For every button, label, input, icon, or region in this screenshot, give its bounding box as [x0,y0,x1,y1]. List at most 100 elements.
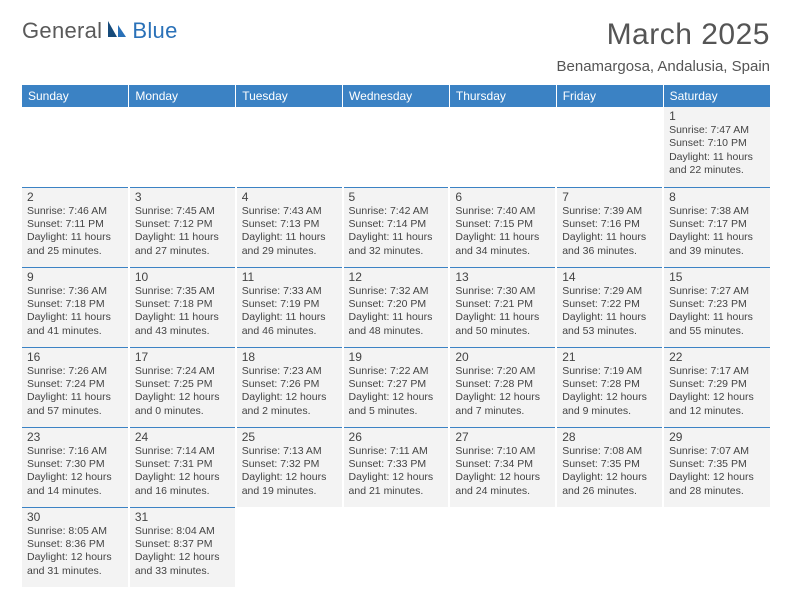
logo: General Blue [22,18,178,44]
day-info: Sunrise: 7:36 AMSunset: 7:18 PMDaylight:… [27,285,123,339]
calendar-row: 9Sunrise: 7:36 AMSunset: 7:18 PMDaylight… [22,267,770,347]
calendar-table: Sunday Monday Tuesday Wednesday Thursday… [22,85,770,587]
day-info: Sunrise: 7:13 AMSunset: 7:32 PMDaylight:… [242,445,337,499]
day-info: Sunrise: 7:40 AMSunset: 7:15 PMDaylight:… [455,205,550,259]
calendar-cell: 22Sunrise: 7:17 AMSunset: 7:29 PMDayligh… [663,347,770,427]
calendar-cell: 3Sunrise: 7:45 AMSunset: 7:12 PMDaylight… [129,187,236,267]
calendar-cell: 30Sunrise: 8:05 AMSunset: 8:36 PMDayligh… [22,507,129,587]
calendar-row: 1Sunrise: 7:47 AMSunset: 7:10 PMDaylight… [22,107,770,187]
day-number: 3 [135,190,230,204]
location: Benamargosa, Andalusia, Spain [557,58,770,75]
day-info: Sunrise: 7:47 AMSunset: 7:10 PMDaylight:… [669,124,765,178]
calendar-cell [236,507,343,587]
calendar-cell [449,107,556,187]
day-header: Wednesday [343,85,450,107]
calendar-cell: 23Sunrise: 7:16 AMSunset: 7:30 PMDayligh… [22,427,129,507]
day-number: 19 [349,350,444,364]
calendar-cell [556,507,663,587]
day-header: Thursday [449,85,556,107]
calendar-cell: 25Sunrise: 7:13 AMSunset: 7:32 PMDayligh… [236,427,343,507]
day-info: Sunrise: 7:33 AMSunset: 7:19 PMDaylight:… [242,285,337,339]
day-number: 12 [349,270,444,284]
calendar-cell: 24Sunrise: 7:14 AMSunset: 7:31 PMDayligh… [129,427,236,507]
day-number: 20 [455,350,550,364]
month-title: March 2025 [557,18,770,52]
day-info: Sunrise: 7:39 AMSunset: 7:16 PMDaylight:… [562,205,657,259]
day-header: Tuesday [236,85,343,107]
day-number: 7 [562,190,657,204]
header: General Blue March 2025 Benamargosa, And… [22,18,770,75]
day-info: Sunrise: 7:46 AMSunset: 7:11 PMDaylight:… [27,205,123,259]
day-number: 24 [135,430,230,444]
logo-sail-icon [106,19,128,44]
day-number: 1 [669,109,765,123]
day-number: 5 [349,190,444,204]
day-number: 13 [455,270,550,284]
calendar-cell [449,507,556,587]
day-header: Friday [556,85,663,107]
day-number: 6 [455,190,550,204]
calendar-cell: 27Sunrise: 7:10 AMSunset: 7:34 PMDayligh… [449,427,556,507]
day-info: Sunrise: 7:07 AMSunset: 7:35 PMDaylight:… [669,445,765,499]
title-block: March 2025 Benamargosa, Andalusia, Spain [557,18,770,75]
day-number: 26 [349,430,444,444]
calendar-cell [236,107,343,187]
day-info: Sunrise: 7:11 AMSunset: 7:33 PMDaylight:… [349,445,444,499]
calendar-row: 16Sunrise: 7:26 AMSunset: 7:24 PMDayligh… [22,347,770,427]
calendar-cell [343,107,450,187]
calendar-cell: 28Sunrise: 7:08 AMSunset: 7:35 PMDayligh… [556,427,663,507]
calendar-cell: 20Sunrise: 7:20 AMSunset: 7:28 PMDayligh… [449,347,556,427]
day-info: Sunrise: 7:10 AMSunset: 7:34 PMDaylight:… [455,445,550,499]
day-number: 30 [27,510,123,524]
day-info: Sunrise: 8:05 AMSunset: 8:36 PMDaylight:… [27,525,123,579]
calendar-cell: 11Sunrise: 7:33 AMSunset: 7:19 PMDayligh… [236,267,343,347]
day-number: 17 [135,350,230,364]
day-number: 28 [562,430,657,444]
day-info: Sunrise: 7:24 AMSunset: 7:25 PMDaylight:… [135,365,230,419]
calendar-row: 2Sunrise: 7:46 AMSunset: 7:11 PMDaylight… [22,187,770,267]
day-header: Saturday [663,85,770,107]
calendar-cell: 2Sunrise: 7:46 AMSunset: 7:11 PMDaylight… [22,187,129,267]
calendar-cell: 5Sunrise: 7:42 AMSunset: 7:14 PMDaylight… [343,187,450,267]
day-number: 8 [669,190,765,204]
calendar-cell: 4Sunrise: 7:43 AMSunset: 7:13 PMDaylight… [236,187,343,267]
day-number: 29 [669,430,765,444]
day-info: Sunrise: 7:16 AMSunset: 7:30 PMDaylight:… [27,445,123,499]
day-info: Sunrise: 7:42 AMSunset: 7:14 PMDaylight:… [349,205,444,259]
calendar-cell [556,107,663,187]
day-info: Sunrise: 7:30 AMSunset: 7:21 PMDaylight:… [455,285,550,339]
day-info: Sunrise: 7:22 AMSunset: 7:27 PMDaylight:… [349,365,444,419]
day-info: Sunrise: 7:29 AMSunset: 7:22 PMDaylight:… [562,285,657,339]
day-number: 22 [669,350,765,364]
calendar-cell: 19Sunrise: 7:22 AMSunset: 7:27 PMDayligh… [343,347,450,427]
day-info: Sunrise: 8:04 AMSunset: 8:37 PMDaylight:… [135,525,230,579]
calendar-cell: 13Sunrise: 7:30 AMSunset: 7:21 PMDayligh… [449,267,556,347]
day-header-row: Sunday Monday Tuesday Wednesday Thursday… [22,85,770,107]
logo-text-blue: Blue [132,18,177,44]
day-info: Sunrise: 7:45 AMSunset: 7:12 PMDaylight:… [135,205,230,259]
day-header: Sunday [22,85,129,107]
calendar-cell: 8Sunrise: 7:38 AMSunset: 7:17 PMDaylight… [663,187,770,267]
day-number: 2 [27,190,123,204]
day-number: 25 [242,430,337,444]
day-info: Sunrise: 7:27 AMSunset: 7:23 PMDaylight:… [669,285,765,339]
calendar-cell: 26Sunrise: 7:11 AMSunset: 7:33 PMDayligh… [343,427,450,507]
calendar-cell: 31Sunrise: 8:04 AMSunset: 8:37 PMDayligh… [129,507,236,587]
day-number: 9 [27,270,123,284]
day-number: 14 [562,270,657,284]
day-number: 31 [135,510,230,524]
calendar-cell [343,507,450,587]
calendar-cell: 18Sunrise: 7:23 AMSunset: 7:26 PMDayligh… [236,347,343,427]
calendar-cell [22,107,129,187]
calendar-cell: 14Sunrise: 7:29 AMSunset: 7:22 PMDayligh… [556,267,663,347]
logo-text-general: General [22,18,102,44]
calendar-cell: 12Sunrise: 7:32 AMSunset: 7:20 PMDayligh… [343,267,450,347]
day-header: Monday [129,85,236,107]
day-number: 27 [455,430,550,444]
calendar-cell [663,507,770,587]
calendar-cell: 29Sunrise: 7:07 AMSunset: 7:35 PMDayligh… [663,427,770,507]
day-info: Sunrise: 7:17 AMSunset: 7:29 PMDaylight:… [669,365,765,419]
calendar-cell: 15Sunrise: 7:27 AMSunset: 7:23 PMDayligh… [663,267,770,347]
calendar-cell: 21Sunrise: 7:19 AMSunset: 7:28 PMDayligh… [556,347,663,427]
day-number: 11 [242,270,337,284]
